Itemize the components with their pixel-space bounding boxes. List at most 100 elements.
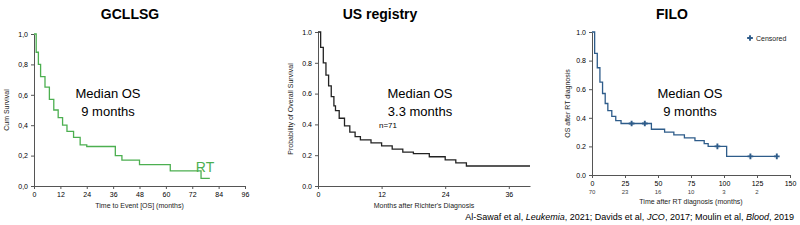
tick: 75 [688, 175, 696, 187]
tick-label: 0.8 [576, 57, 586, 64]
annotation: 9 months [663, 104, 717, 119]
tick: 50 [655, 175, 663, 187]
tick-mark [757, 175, 758, 178]
censor-mark [774, 154, 780, 160]
tick: 0 [33, 186, 37, 198]
tick-label: 36 [505, 191, 513, 198]
chart-title: US registry [343, 6, 418, 22]
censor-mark [642, 121, 648, 127]
figure: GCLLSG012243648607284960,00,20,40,60,81,… [0, 0, 800, 225]
chart-title: FILO [656, 6, 688, 22]
legend-symbol [747, 35, 753, 41]
tick: 0.2 [576, 143, 592, 150]
tick-mark [166, 186, 167, 189]
tick-mark [113, 186, 114, 189]
tick-label: 0,2 [18, 152, 28, 159]
tick: 12 [57, 186, 65, 198]
citation: Al-Sawaf et al, Leukemia, 2021; Davids e… [465, 212, 794, 222]
citation-part: Al-Sawaf et al, [465, 212, 526, 222]
tick: 36 [110, 186, 118, 198]
tick: 0.8 [302, 60, 318, 67]
citation-part: Blood [746, 212, 770, 222]
survival-curve [34, 34, 210, 178]
tick-mark [445, 186, 446, 189]
tick: 100 [719, 175, 731, 187]
tick-label: 0 [591, 180, 595, 187]
tick: 0.2 [302, 152, 318, 159]
at-risk-number: 10 [688, 189, 695, 195]
x-axis: 0 25 50 75 100 125 150 [591, 175, 797, 187]
axis-line [318, 33, 319, 187]
tick-label: 24 [83, 191, 91, 198]
tick-mark [31, 186, 34, 187]
legend: Censored [747, 35, 786, 42]
tick-mark [31, 156, 34, 157]
tick-mark [60, 186, 61, 189]
annotation: Median OS [657, 86, 722, 101]
tick-mark [140, 186, 141, 189]
tick-mark [589, 118, 592, 119]
axis-line [592, 33, 593, 176]
tick-label: 0.0 [576, 172, 586, 179]
tick-label: 0,6 [18, 92, 28, 99]
tick-label: 0,4 [18, 122, 28, 129]
tick: 60 [162, 186, 170, 198]
tick-label: 125 [752, 180, 764, 187]
tick-mark [509, 186, 510, 189]
at-risk-number: 23 [622, 189, 629, 195]
tick-label: 48 [136, 191, 144, 198]
axis-line [319, 186, 531, 187]
x-axis: 01224364860728496 [33, 186, 250, 198]
tick-mark [31, 125, 34, 126]
tick-label: 50 [655, 180, 663, 187]
annotation: 9 months [81, 104, 135, 119]
tick-mark [589, 146, 592, 147]
censor-mark [748, 154, 754, 160]
at-risk-number: 70 [589, 189, 596, 195]
tick: 0.6 [576, 86, 592, 93]
tick: 0,4 [18, 122, 34, 129]
tick: 0.0 [576, 172, 592, 179]
tick-label: 0.0 [302, 183, 312, 190]
tick-mark [192, 186, 193, 189]
tick-label: 0 [33, 191, 37, 198]
tick: 0,8 [18, 61, 34, 68]
tick-label: 0.4 [576, 115, 586, 122]
tick-label: 1,0 [18, 31, 28, 38]
tick-label: 1.0 [302, 29, 312, 36]
tick: 0 [591, 175, 595, 187]
tick: 0.4 [576, 115, 592, 122]
panel: FILO02550751001251500.00.20.40.60.81.0Ti… [564, 6, 796, 206]
at-risk-number: 3 [722, 189, 726, 195]
tick-mark [31, 64, 34, 65]
tick-label: 0.8 [302, 60, 312, 67]
chart-title: GCLLSG [101, 6, 159, 22]
tick-label: 0.2 [576, 143, 586, 150]
tick-label: 25 [622, 180, 630, 187]
tick-mark [589, 175, 592, 176]
series-label: RT [196, 159, 215, 175]
tick-mark [589, 61, 592, 62]
citation-part: Leukemia [526, 212, 565, 222]
tick-mark [315, 124, 318, 125]
tick: 0,6 [18, 92, 34, 99]
y-axis-title: Cum Survival [3, 89, 10, 131]
x-axis: 0122436 [317, 186, 531, 198]
tick: 1.0 [302, 29, 318, 36]
tick: 0.0 [302, 183, 318, 190]
tick: 48 [136, 186, 144, 198]
tick-label: 0.4 [302, 121, 312, 128]
tick-label: 84 [215, 191, 223, 198]
tick-mark [724, 175, 725, 178]
tick-label: 12 [57, 191, 65, 198]
tick-mark [315, 155, 318, 156]
tick: 0.8 [576, 57, 592, 64]
tick: 24 [83, 186, 91, 198]
tick-mark [87, 186, 88, 189]
tick-label: 150 [785, 180, 797, 187]
citation-part: , 2017; Moulin et al, [665, 212, 746, 222]
citation-part: , 2021; Davids et al, [565, 212, 647, 222]
tick: 150 [785, 175, 797, 187]
tick: 12 [378, 186, 386, 198]
legend-label: Censored [756, 35, 786, 42]
